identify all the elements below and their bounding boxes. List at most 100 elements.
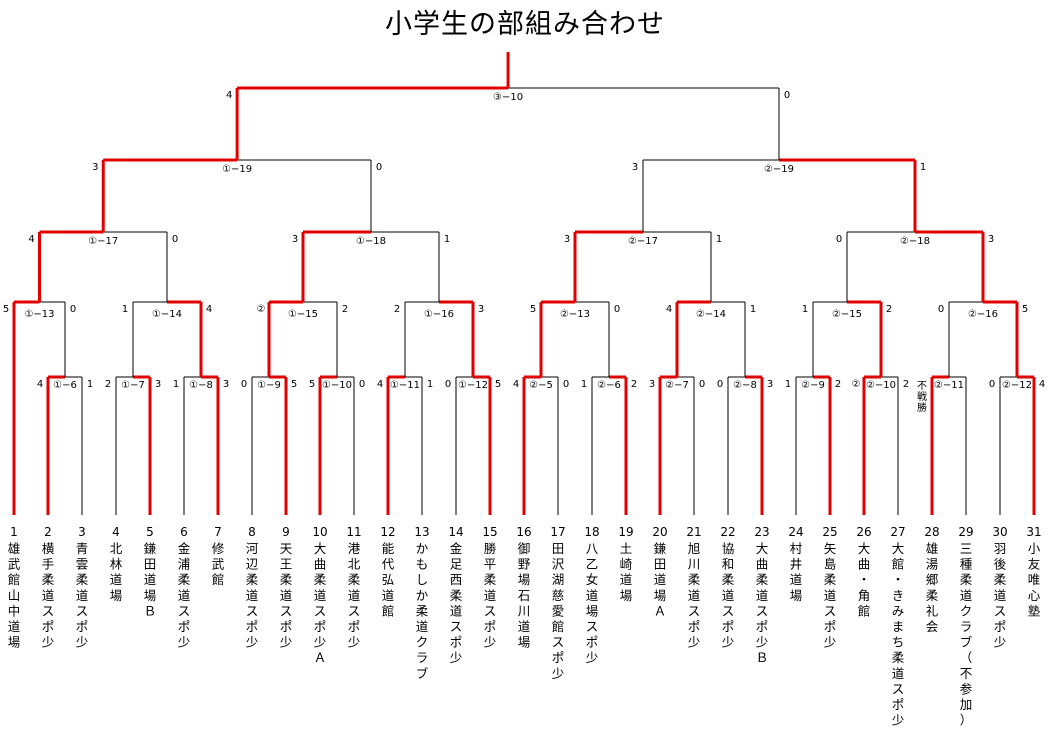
- match-label: ②−17: [628, 236, 658, 247]
- score-right: 2: [342, 304, 348, 315]
- team-seed: 24: [788, 525, 803, 539]
- team-seed: 2: [44, 525, 52, 539]
- team-seed: 10: [312, 525, 327, 539]
- score-left: 0: [717, 379, 723, 390]
- team-name: 矢島柔道スポ少: [824, 541, 837, 650]
- match-label: ①−15: [288, 309, 318, 320]
- team-seed: 12: [380, 525, 395, 539]
- page-title: 小学生の部組み合わせ: [385, 9, 665, 40]
- score-left: 5: [3, 304, 9, 315]
- walkover-note: 不: [917, 381, 927, 392]
- team-name: 御野場石川道場: [518, 541, 531, 650]
- score-left: 3: [564, 234, 570, 245]
- match-label: ①−17: [88, 236, 118, 247]
- team-seed: 22: [720, 525, 735, 539]
- score-left: 1: [173, 379, 179, 390]
- walkover-note: 戦: [917, 390, 927, 403]
- team-name: 勝平柔道スポ少: [484, 541, 497, 650]
- score-right: 4: [1039, 379, 1045, 390]
- team-name: 小友唯心塾: [1028, 541, 1041, 618]
- score-left: 3: [92, 162, 98, 173]
- team-name: 土崎道場: [620, 541, 633, 603]
- team-name: 天王柔道スポ少: [280, 541, 293, 650]
- team-seed: 7: [214, 525, 222, 539]
- match-label: ①−8: [189, 380, 213, 391]
- score-left: 3: [649, 379, 655, 390]
- score-left: 4: [377, 379, 383, 390]
- match-label: ②−16: [968, 309, 998, 320]
- match-label: ②−14: [696, 309, 726, 320]
- team-seed: 6: [180, 525, 188, 539]
- score-left: 2: [394, 304, 400, 315]
- team-seed: 8: [248, 525, 256, 539]
- score-right: 0: [614, 304, 620, 315]
- team-name: 青雲柔道スポ少: [76, 541, 89, 650]
- match-label: ①−9: [257, 380, 281, 391]
- team-seed: 9: [282, 525, 290, 539]
- team-seed: 11: [346, 525, 361, 539]
- team-seed: 1: [10, 525, 18, 539]
- team-name: 旭川柔道スポ少: [688, 541, 701, 650]
- team-name: 金浦柔道スポ少: [178, 541, 191, 650]
- score-right: 3: [223, 379, 229, 390]
- match-label: ②−7: [665, 380, 689, 391]
- match-label: ②−9: [801, 380, 825, 391]
- score-right: 1: [444, 234, 450, 245]
- score-right: 5: [291, 379, 297, 390]
- team-seed: 14: [448, 525, 463, 539]
- score-right: 3: [478, 304, 484, 315]
- team-name: 大館・きみまち柔道スポ少: [892, 541, 905, 728]
- team-name: 村井道場: [790, 541, 803, 603]
- match-label: ②−13: [560, 309, 590, 320]
- team-name: 田沢湖慈愛館スポ少: [552, 541, 565, 681]
- team-seed: 17: [550, 525, 565, 539]
- score-right: 0: [70, 304, 76, 315]
- team-name: かもしか柔道クラブ: [416, 541, 429, 681]
- team-name: 金足西柔道スポ少: [450, 541, 463, 665]
- match-label: ①−7: [121, 380, 145, 391]
- score-right: 2: [631, 379, 637, 390]
- team-seed: 5: [146, 525, 154, 539]
- team-seed: 30: [992, 525, 1007, 539]
- score-right: 2: [903, 379, 909, 390]
- score-left: 4: [666, 304, 672, 315]
- team-name: 能代弘道館: [382, 541, 395, 618]
- score-right: 5: [1022, 304, 1028, 315]
- match-label: ①−19: [222, 164, 252, 175]
- team-name: 北林道場: [110, 541, 123, 603]
- team-name: 八乙女道場スポ少: [586, 541, 599, 665]
- match-label: ②−10: [866, 380, 896, 391]
- match-label: ②−5: [529, 380, 553, 391]
- team-name: 羽後柔道スポ少: [994, 541, 1007, 650]
- score-left: 3: [292, 234, 298, 245]
- team-name: 修武館: [212, 541, 225, 587]
- score-left: 4: [513, 379, 519, 390]
- match-label: ②−19: [764, 164, 794, 175]
- match-label: ①−6: [53, 380, 77, 391]
- team-name: 河辺柔道スポ少: [246, 541, 259, 650]
- team-seed: 13: [414, 525, 429, 539]
- team-seed: 3: [78, 525, 86, 539]
- score-right: 1: [750, 304, 756, 315]
- match-label: ①−14: [152, 309, 182, 320]
- score-left: 0: [445, 379, 451, 390]
- score-right: 0: [699, 379, 705, 390]
- team-name: 鎌田道場Ｂ: [144, 541, 157, 618]
- score-left: 0: [989, 379, 995, 390]
- score-left: 4: [28, 234, 34, 245]
- team-seed: 28: [924, 525, 939, 539]
- score-left: 1: [785, 379, 791, 390]
- score-right: 1: [716, 234, 722, 245]
- team-seed: 27: [890, 525, 905, 539]
- team-name: 大曲柔道スポ少Ａ: [314, 541, 327, 665]
- score-right: 1: [87, 379, 93, 390]
- team-name: 大曲柔道スポ少Ｂ: [756, 541, 769, 665]
- team-seed: 18: [584, 525, 599, 539]
- team-seed: 31: [1026, 525, 1041, 539]
- score-left: 5: [309, 379, 315, 390]
- match-label: ①−12: [458, 380, 488, 391]
- score-left: 2: [105, 379, 111, 390]
- team-seed: 20: [652, 525, 667, 539]
- match-label: ①−11: [390, 380, 420, 391]
